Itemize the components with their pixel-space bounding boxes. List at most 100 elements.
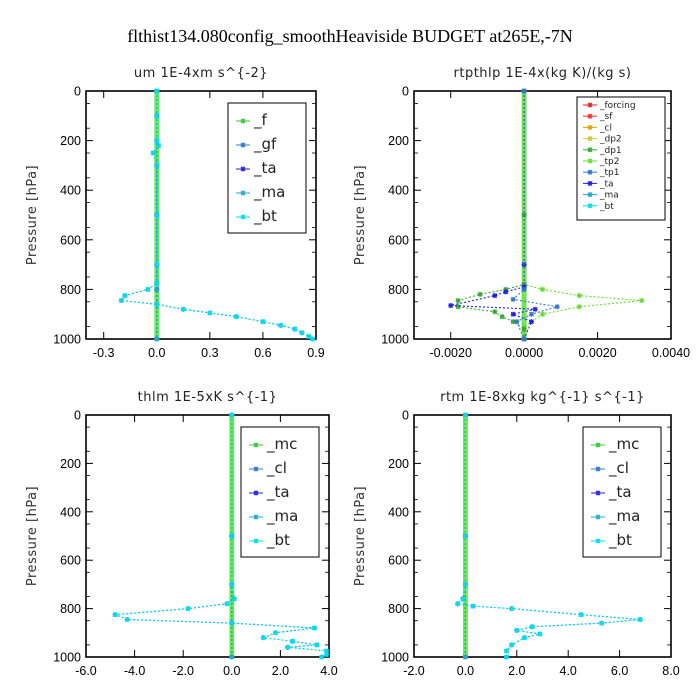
data-point — [576, 304, 582, 310]
x-tick-label: 0.6 — [254, 346, 271, 360]
data-point — [510, 296, 516, 302]
data-point — [521, 290, 527, 296]
x-tick-label: 0.0 — [457, 664, 474, 678]
legend-label: _mc — [608, 435, 639, 454]
data-point — [521, 308, 527, 314]
data-point — [462, 563, 468, 569]
legend-marker — [240, 118, 246, 124]
data-point — [229, 502, 235, 508]
data-point — [521, 302, 527, 308]
legend-label: _bt — [599, 202, 614, 212]
data-point — [231, 596, 237, 602]
data-point — [229, 639, 235, 645]
data-point — [229, 604, 235, 610]
data-point — [229, 627, 235, 633]
data-point — [229, 499, 235, 505]
legend-marker — [587, 147, 593, 153]
data-point — [229, 620, 235, 626]
data-point — [154, 262, 160, 268]
legend-label: _dp1 — [599, 146, 622, 156]
data-point — [229, 650, 235, 656]
data-point — [290, 638, 296, 644]
x-tick-label: 0.0040 — [652, 346, 690, 360]
y-tick-label: 1000 — [381, 333, 409, 347]
data-point — [229, 488, 235, 494]
data-point — [229, 476, 235, 482]
plot-panels: um 1E-4xm s^{-2} Pressure [hPa] 0 200 400 600… — [25, 66, 690, 678]
legend-marker — [253, 514, 259, 520]
data-point — [528, 319, 534, 325]
data-point — [537, 631, 543, 637]
x-tick-label: -2.0 — [403, 664, 425, 678]
data-point — [229, 511, 235, 517]
data-point — [462, 476, 468, 482]
data-point — [154, 103, 160, 109]
legend-label: _bt — [266, 531, 290, 550]
data-point — [514, 319, 520, 325]
legend-marker — [587, 180, 593, 186]
legend: _f _gf _ta _ma _bt — [227, 102, 307, 234]
data-point — [229, 595, 235, 601]
data-point — [229, 647, 235, 653]
data-point — [521, 286, 527, 292]
data-point — [521, 198, 527, 204]
data-point — [521, 336, 527, 342]
data-point — [156, 143, 162, 149]
data-point — [462, 607, 468, 613]
y-tick-label: 200 — [60, 457, 81, 471]
y-axis-label: Pressure [hPa] — [353, 486, 368, 586]
data-point — [514, 627, 520, 633]
data-point — [521, 124, 527, 130]
y-tick-label: 1000 — [381, 651, 409, 665]
data-point — [521, 174, 527, 180]
data-point — [154, 280, 160, 286]
data-point — [521, 159, 527, 165]
data-point — [462, 435, 468, 441]
data-point — [154, 240, 160, 246]
data-point — [521, 326, 527, 332]
data-point — [521, 314, 527, 320]
data-point — [154, 148, 160, 154]
data-point — [529, 624, 535, 630]
data-point — [637, 616, 643, 622]
data-point — [229, 412, 235, 418]
legend: _forcing_sf_cl _dp2_dp1_tp2_tp1_ta _ma_bt — [576, 96, 666, 221]
data-point — [521, 243, 527, 249]
data-point — [154, 336, 160, 342]
data-point — [462, 540, 468, 546]
data-point — [154, 124, 160, 130]
legend-label: _f — [253, 111, 268, 130]
data-point — [462, 650, 468, 656]
data-point — [229, 586, 235, 592]
data-point — [521, 148, 527, 154]
data-point — [229, 533, 235, 539]
legend-label: _dp2 — [599, 135, 622, 145]
data-point — [540, 286, 545, 292]
data-point — [462, 444, 468, 450]
legend-label: _bt — [608, 531, 632, 550]
data-point — [229, 615, 235, 621]
data-point — [154, 91, 160, 97]
plot-frame — [85, 414, 330, 658]
x-tick-label: -0.3 — [93, 346, 115, 360]
legend-marker — [595, 514, 601, 520]
data-point — [229, 519, 235, 525]
data-point — [154, 216, 160, 222]
data-point — [229, 575, 235, 581]
data-point — [154, 326, 160, 332]
data-point — [278, 322, 284, 328]
data-point — [273, 630, 279, 636]
y-tick-label: 800 — [388, 283, 409, 297]
panel-3: thlm 1E-5xK s^{-1} Pressure [hPa] 0 200 400 6… — [25, 390, 338, 678]
data-point — [521, 311, 527, 317]
data-point — [521, 127, 527, 133]
data-point — [462, 639, 468, 645]
data-point — [521, 228, 527, 234]
data-point — [521, 240, 527, 246]
data-point — [154, 150, 160, 156]
x-tick-label: 4.0 — [320, 664, 337, 678]
data-point — [233, 314, 239, 320]
data-point — [504, 654, 510, 660]
data-point — [229, 427, 235, 433]
x-tick-label: 0.0 — [148, 346, 165, 360]
